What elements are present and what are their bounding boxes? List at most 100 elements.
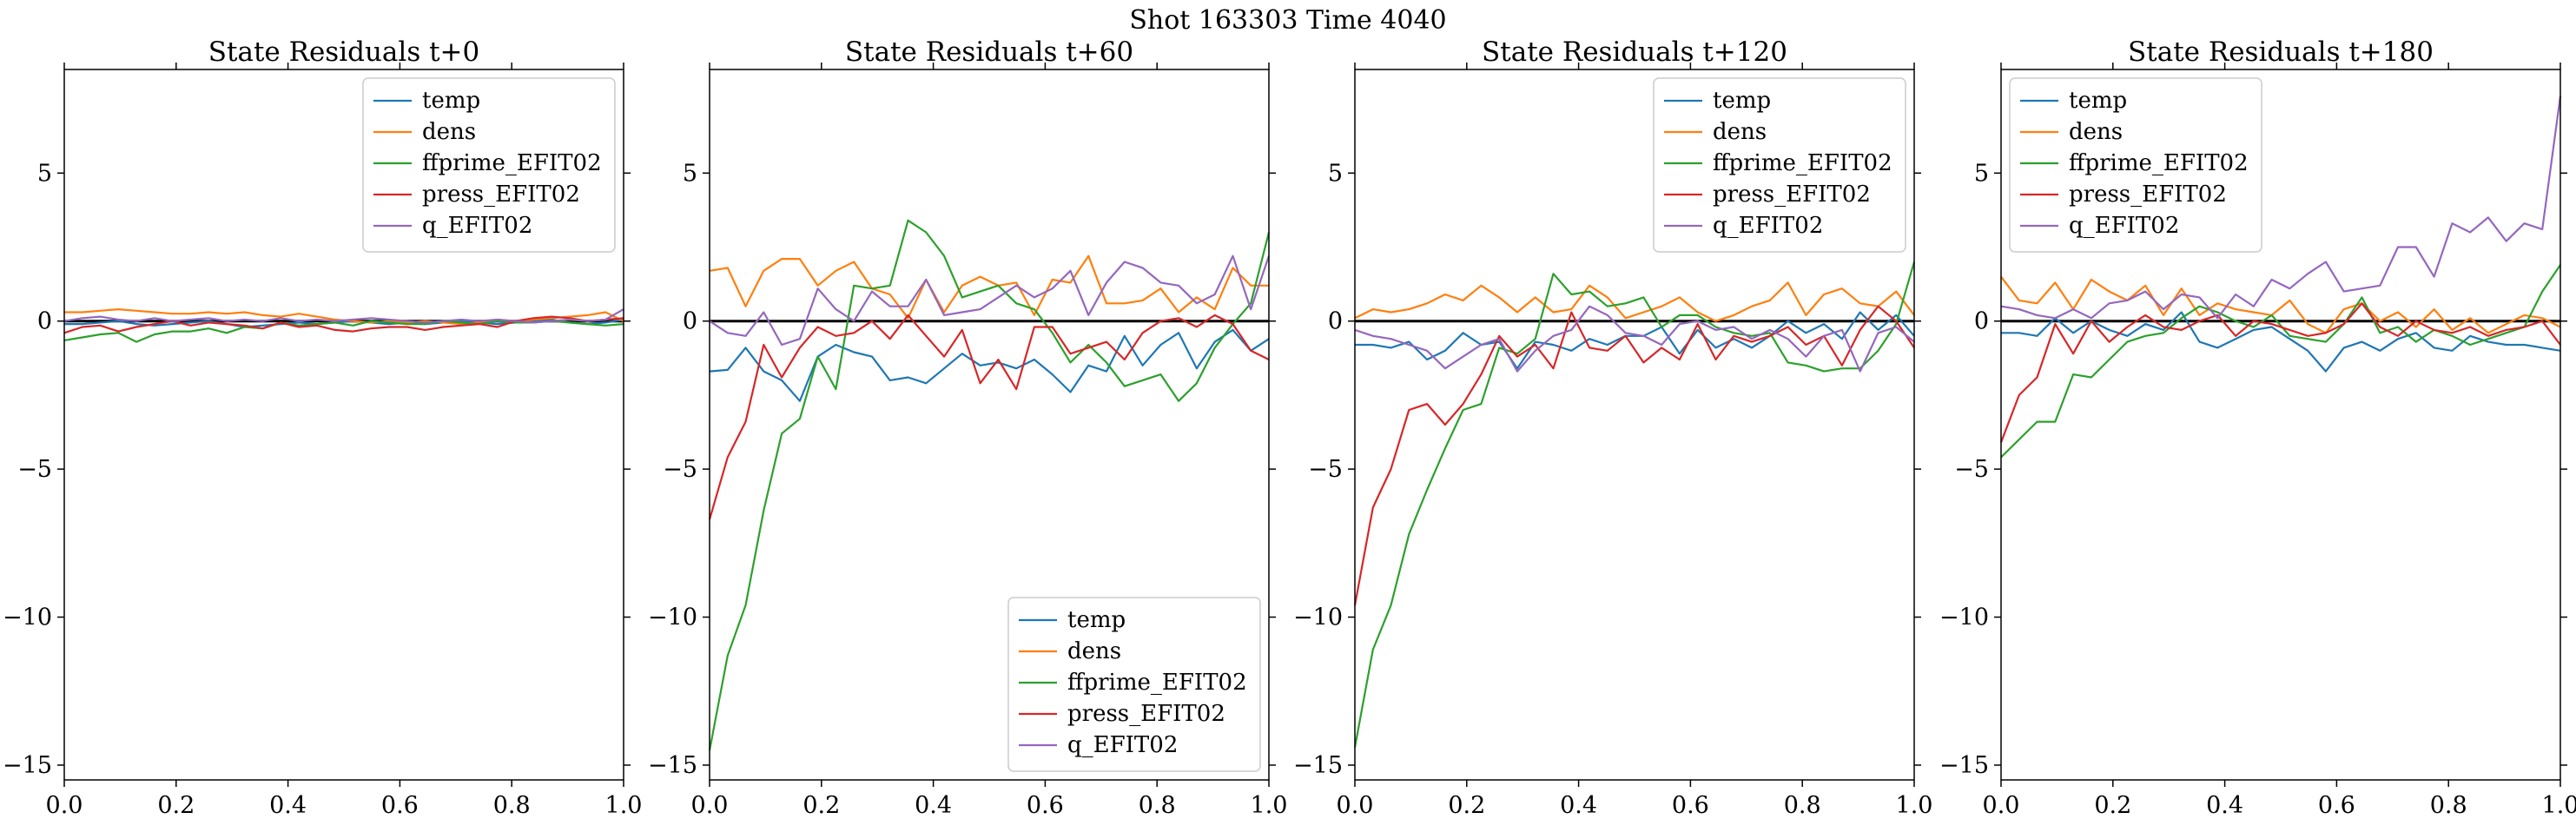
x-tick-label: 1.0	[1896, 792, 1933, 819]
subplot-2: State Residuals t+120 0.0 0.2 0.4 0.6 0.8 1.0 5…	[1293, 36, 1932, 819]
y-tick-label: −15	[648, 752, 697, 779]
x-tick-label: 0.0	[1337, 792, 1374, 819]
legend-label: press_EFIT02	[1067, 701, 1225, 727]
x-tick-label: 0.0	[691, 792, 729, 819]
x-tick-label: 0.2	[803, 792, 840, 819]
series-line-temp	[2001, 311, 2561, 373]
subplot-3: State Residuals t+180 0.0 0.2 0.4 0.6 0.8 1.0 5…	[1939, 36, 2576, 819]
subplot-title: State Residuals t+120	[1482, 36, 1787, 68]
series-line-ffprime-efit02	[2000, 264, 2561, 459]
series-line-press-efit02	[708, 314, 1270, 520]
y-tick-label: −5	[1308, 456, 1343, 483]
y-tick-label: −10	[648, 604, 697, 631]
legend-label: temp	[1713, 88, 1771, 114]
legend: temp dens ffprime_EFIT02 press_EFIT02 q_EFIT…	[362, 77, 616, 253]
series-line-q-efit02	[63, 308, 624, 324]
y-tick-label: −10	[1293, 604, 1343, 631]
legend: temp dens ffprime_EFIT02 press_EFIT02 q_EFIT…	[2009, 77, 2262, 253]
x-tick-label: 0.6	[2318, 792, 2355, 819]
y-tick-label: −5	[663, 456, 697, 483]
y-tick-label: 0	[1328, 308, 1343, 335]
legend-label: press_EFIT02	[1713, 182, 1871, 208]
legend-label: dens	[1067, 638, 1121, 664]
legend-label: temp	[2069, 88, 2127, 114]
x-tick-label: 0.2	[157, 792, 195, 819]
legend-label: q_EFIT02	[2069, 213, 2179, 239]
legend-label: press_EFIT02	[422, 182, 580, 208]
x-tick-label: 0.2	[1448, 792, 1485, 819]
x-tick-label: 0.4	[269, 792, 307, 819]
series-line-temp	[64, 318, 624, 328]
y-tick-label: −15	[3, 752, 52, 779]
x-tick-label: 0.4	[915, 792, 952, 819]
y-tick-label: −15	[1293, 752, 1343, 779]
series-line-ffprime-efit02	[1353, 261, 1916, 748]
y-tick-label: 5	[1974, 160, 1989, 187]
x-tick-label: 0.8	[2430, 792, 2467, 819]
series-line-press-efit02	[1999, 302, 2561, 443]
legend-box	[2009, 77, 2262, 253]
axes-frame	[2000, 69, 2561, 781]
legend-label: q_EFIT02	[1713, 213, 1823, 239]
x-tick-label: 0.8	[493, 792, 531, 819]
legend-label: ffprime_EFIT02	[422, 150, 602, 176]
subplot-0: State Residuals t+0 0.0 0.2 0.4 0.6 0.8 1.0 5 0 −…	[3, 36, 642, 819]
y-tick-label: −15	[1939, 752, 1989, 779]
series-line-dens	[709, 254, 1269, 320]
x-tick-label: 1.0	[1251, 792, 1288, 819]
series-line-temp	[1355, 311, 1915, 370]
x-tick-label: 0.8	[1139, 792, 1176, 819]
legend-label: dens	[422, 119, 476, 145]
x-tick-label: 0.2	[2094, 792, 2131, 819]
y-tick-label: −10	[1939, 604, 1989, 631]
subplot-title: State Residuals t+60	[845, 36, 1133, 68]
x-tick-label: 0.4	[1560, 792, 1597, 819]
legend: temp dens ffprime_EFIT02 press_EFIT02 q_EFIT…	[1007, 597, 1261, 772]
y-tick-label: −10	[3, 604, 52, 631]
subplots-container: State Residuals t+0 0.0 0.2 0.4 0.6 0.8 1.0 5 0 −…	[3, 36, 2576, 819]
legend-label: dens	[2069, 119, 2123, 145]
legend-box	[362, 77, 616, 253]
series-line-dens	[2000, 275, 2561, 334]
y-tick-label: −5	[17, 456, 52, 483]
series-line-temp	[709, 328, 1270, 402]
subplot-1: State Residuals t+60 0.0 0.2 0.4 0.6 0.8 1.0 5 0…	[648, 36, 1287, 819]
y-tick-label: −5	[1954, 456, 1989, 483]
series-line-dens	[1354, 281, 1915, 322]
legend-label: ffprime_EFIT02	[2069, 150, 2249, 176]
legend-label: dens	[1713, 119, 1767, 145]
x-tick-label: 0.4	[2206, 792, 2243, 819]
axes-frame	[709, 69, 1270, 781]
y-tick-label: 0	[37, 308, 52, 335]
x-tick-label: 1.0	[2542, 792, 2576, 819]
subplot-title: State Residuals t+180	[2128, 36, 2434, 68]
legend-label: temp	[422, 88, 480, 114]
y-tick-label: 0	[683, 308, 697, 335]
legend-box	[1007, 597, 1261, 772]
legend-label: q_EFIT02	[422, 213, 532, 239]
axes-frame	[63, 69, 624, 781]
y-tick-label: 0	[1974, 308, 1989, 335]
subplot-title: State Residuals t+0	[208, 36, 479, 68]
legend: temp dens ffprime_EFIT02 press_EFIT02 q_EFIT…	[1653, 77, 1906, 253]
figure-title: Shot 163303 Time 4040	[1129, 5, 1446, 36]
legend-label: press_EFIT02	[2069, 182, 2227, 208]
x-tick-label: 0.8	[1784, 792, 1821, 819]
series-line-ffprime-efit02	[708, 219, 1271, 751]
x-tick-label: 0.6	[1672, 792, 1709, 819]
y-tick-label: 5	[683, 160, 697, 187]
y-tick-label: 5	[37, 160, 52, 187]
legend-label: ffprime_EFIT02	[1713, 150, 1892, 176]
series-line-q-efit02	[709, 254, 1271, 347]
series-line-q-efit02	[1354, 305, 1915, 373]
y-tick-label: 5	[1328, 160, 1343, 187]
legend-label: q_EFIT02	[1067, 732, 1178, 758]
legend-box	[1653, 77, 1906, 253]
x-tick-label: 0.6	[381, 792, 419, 819]
x-tick-label: 0.0	[1983, 792, 2020, 819]
legend-label: temp	[1067, 607, 1126, 633]
series-line-press-efit02	[63, 315, 624, 334]
legend-label: ffprime_EFIT02	[1067, 670, 1247, 696]
x-tick-label: 0.6	[1027, 792, 1064, 819]
